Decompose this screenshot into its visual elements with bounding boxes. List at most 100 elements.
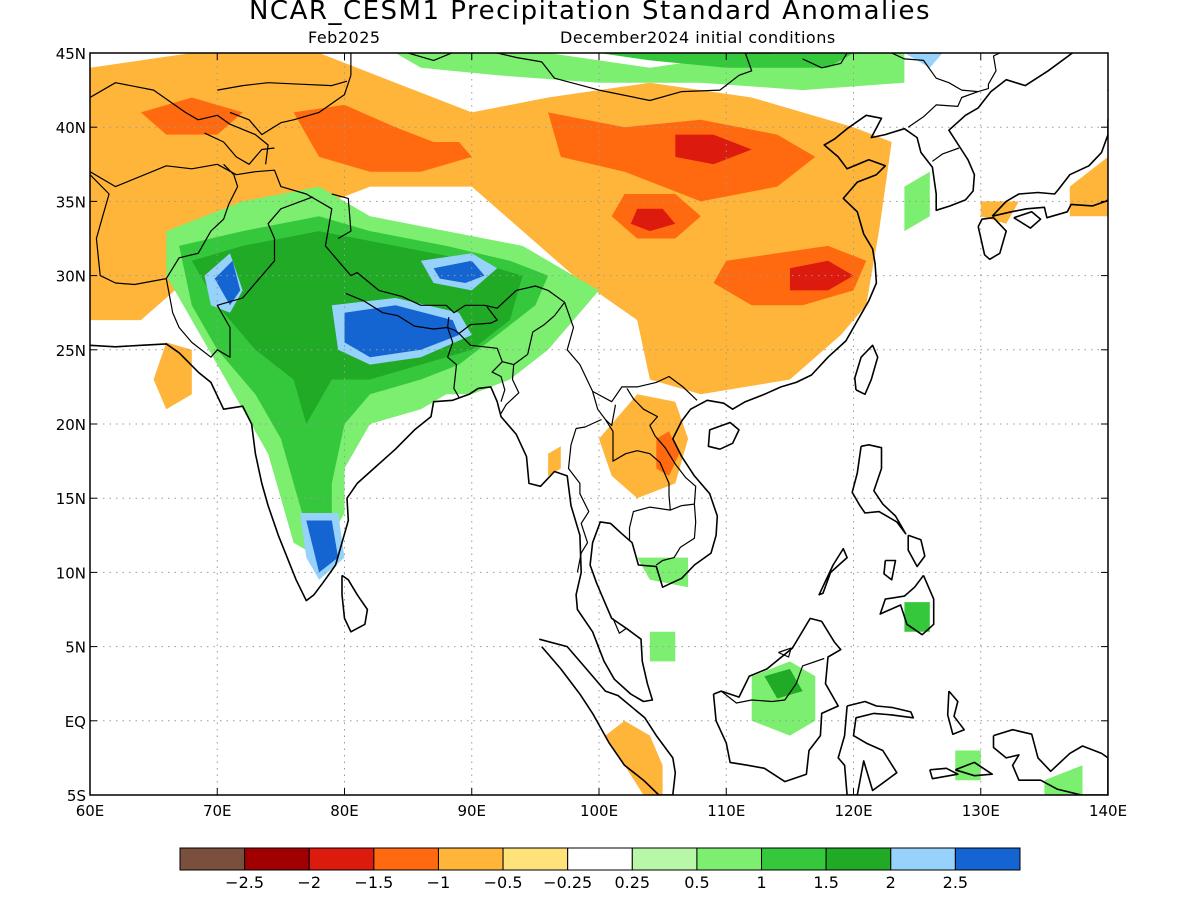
coastlines bbox=[90, 53, 1108, 795]
country-border bbox=[407, 53, 771, 102]
country-border bbox=[778, 647, 792, 658]
gridlines bbox=[90, 53, 1108, 795]
coastline bbox=[946, 690, 966, 736]
anomaly-region bbox=[675, 134, 752, 165]
coastline bbox=[879, 574, 935, 636]
forecast-month: Feb2025 bbox=[308, 28, 381, 47]
coastline bbox=[991, 118, 1108, 219]
anomaly-region bbox=[656, 431, 680, 476]
colorbar-label: 1 bbox=[756, 873, 766, 892]
colorbar-swatch bbox=[761, 847, 827, 871]
x-tick-label: 140E bbox=[1089, 802, 1127, 820]
colorbar-swatch bbox=[890, 847, 956, 871]
x-tick-label: 130E bbox=[962, 802, 1000, 820]
colorbar-swatch bbox=[954, 847, 1021, 871]
anomaly-region bbox=[764, 668, 803, 699]
country-border bbox=[567, 418, 602, 573]
y-tick-label: 5S bbox=[67, 787, 86, 805]
anomaly-region bbox=[713, 245, 867, 306]
colorbar-label: −2 bbox=[297, 873, 321, 892]
colorbar-swatch bbox=[373, 847, 439, 871]
coastline bbox=[907, 534, 926, 568]
coastline bbox=[853, 344, 879, 396]
x-tick-label: 110E bbox=[707, 802, 745, 820]
colorbar-label: 1.5 bbox=[813, 873, 838, 892]
country-border bbox=[720, 657, 825, 704]
country-border bbox=[513, 301, 566, 366]
coastline bbox=[1013, 211, 1042, 229]
anomaly-region bbox=[630, 208, 676, 232]
y-tick-label: 35N bbox=[56, 193, 86, 211]
coastline bbox=[538, 638, 677, 795]
latitude-axis: 45N 40N 35N 30N 25N 20N 15N 10N 5N EQ 5S bbox=[56, 45, 1108, 805]
colorbar-swatch bbox=[308, 847, 375, 871]
coastline bbox=[818, 547, 848, 596]
country-border bbox=[458, 333, 506, 402]
y-tick-label: 10N bbox=[56, 564, 86, 582]
anomaly-region bbox=[293, 104, 472, 172]
colorbar-label: −2.5 bbox=[225, 873, 264, 892]
colorbar-label: −1 bbox=[427, 873, 451, 892]
coastline bbox=[837, 700, 915, 795]
y-tick-label: 30N bbox=[56, 268, 86, 286]
country-border bbox=[345, 292, 450, 330]
anomaly-region bbox=[306, 520, 339, 573]
anomaly-region bbox=[153, 342, 192, 410]
colorbar-label: 2.5 bbox=[943, 873, 968, 892]
y-tick-label: EQ bbox=[65, 713, 86, 731]
country-border bbox=[165, 196, 313, 358]
anomaly-region bbox=[548, 446, 561, 476]
x-tick-label: 100E bbox=[580, 802, 618, 820]
country-border bbox=[604, 419, 671, 540]
colorbar-swatch bbox=[825, 847, 892, 871]
map-title: NCAR_CESM1 Precipitation Standard Anomal… bbox=[248, 0, 932, 26]
coastline bbox=[90, 53, 1073, 703]
country-border bbox=[90, 163, 698, 403]
country-border bbox=[204, 132, 275, 165]
colorbar-swatch bbox=[631, 847, 698, 871]
colorbar: −2.5 −2 −1.5 −1 −0.5 −0.25 0.25 0.5 1 1.5 2 2.5 bbox=[179, 847, 1021, 892]
country-border bbox=[447, 327, 460, 398]
y-tick-label: 40N bbox=[56, 119, 86, 137]
colorbar-swatch bbox=[437, 847, 504, 871]
country-border bbox=[447, 306, 498, 335]
y-tick-label: 45N bbox=[56, 45, 86, 63]
colorbar-swatch bbox=[179, 847, 246, 871]
country-border bbox=[217, 80, 348, 91]
colorbar-label: −1.5 bbox=[354, 873, 393, 892]
country-border bbox=[932, 147, 960, 162]
longitude-axis: 60E 70E 80E 90E 100E 110E 120E 130E 140E bbox=[76, 53, 1127, 820]
y-tick-label: 20N bbox=[56, 416, 86, 434]
colorbar-swatch bbox=[696, 847, 763, 871]
colorbar-label: 2 bbox=[886, 873, 896, 892]
colorbar-label: −0.25 bbox=[543, 873, 592, 892]
coastline bbox=[712, 617, 842, 783]
colorbar-label: 0.5 bbox=[684, 873, 709, 892]
coastline bbox=[341, 574, 369, 633]
colorbar-label: 0.25 bbox=[614, 873, 650, 892]
x-tick-label: 60E bbox=[76, 802, 105, 820]
colorbar-swatch bbox=[502, 847, 569, 871]
x-tick-label: 70E bbox=[203, 802, 232, 820]
initial-conditions-label: December2024 initial conditions bbox=[560, 28, 836, 47]
anomaly-region bbox=[904, 602, 930, 632]
coastline bbox=[883, 559, 897, 581]
country-border bbox=[90, 82, 269, 165]
y-tick-label: 5N bbox=[65, 639, 86, 657]
colorbar-swatch bbox=[244, 847, 310, 871]
anomaly-region bbox=[214, 260, 241, 306]
x-tick-label: 90E bbox=[457, 802, 486, 820]
coastline bbox=[992, 728, 1108, 795]
country-border bbox=[907, 91, 979, 128]
x-tick-label: 80E bbox=[330, 802, 359, 820]
y-tick-label: 15N bbox=[56, 490, 86, 508]
anomaly-region bbox=[789, 260, 854, 291]
country-border bbox=[891, 53, 1001, 93]
anomaly-region bbox=[904, 171, 930, 232]
anomaly-region bbox=[433, 260, 485, 283]
anomaly-region bbox=[605, 720, 663, 795]
country-border bbox=[612, 618, 627, 634]
coastline bbox=[1107, 89, 1108, 92]
anomaly-region bbox=[344, 305, 459, 358]
